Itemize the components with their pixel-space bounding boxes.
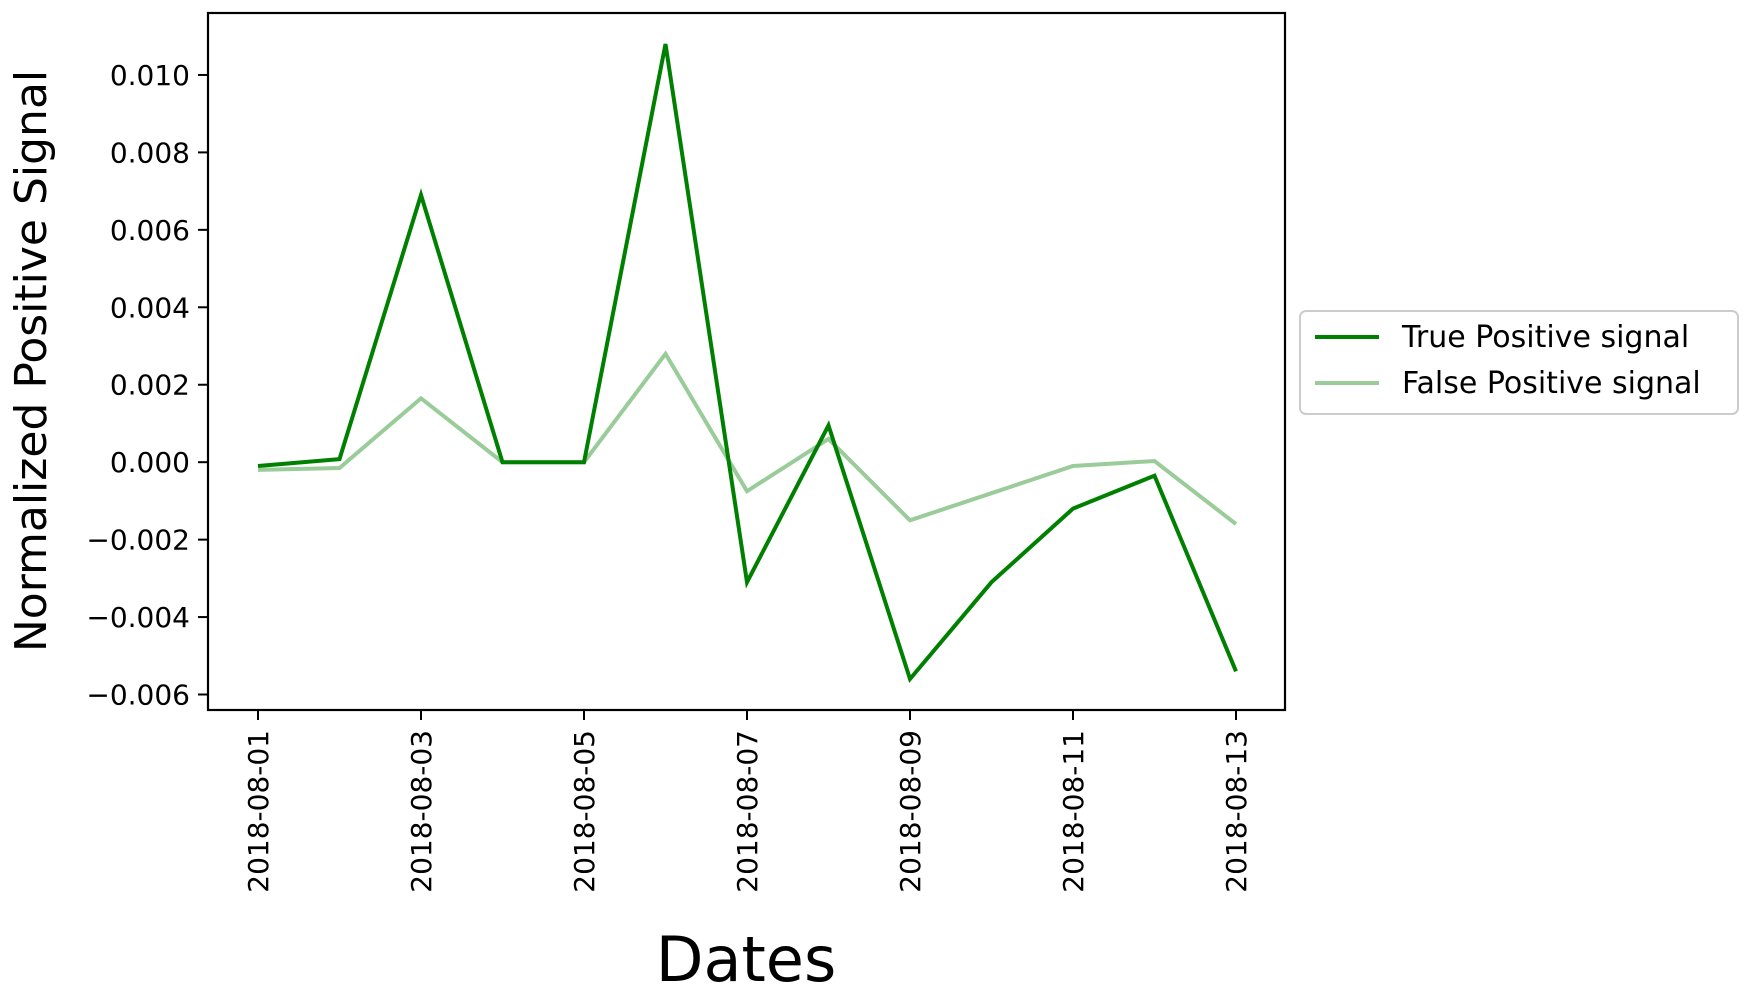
- legend: True Positive signal False Positive sign…: [1299, 310, 1739, 415]
- x-tick-label: 2018-08-13: [1220, 730, 1253, 893]
- y-tick-label: −0.004: [86, 601, 190, 634]
- y-tick-label: −0.006: [86, 679, 190, 712]
- series-layer: [257, 43, 1238, 684]
- x-tick-label: 2018-08-05: [568, 730, 601, 893]
- plot-frame: [206, 11, 1287, 712]
- series-line-false-positive: [257, 350, 1238, 526]
- y-tick-label: 0.002: [110, 369, 190, 402]
- y-tick-label: 0.000: [110, 446, 190, 479]
- y-axis-ticks: 0.010 0.008 0.006 0.004 0.002 0.000 −0.002 −0.0…: [86, 59, 208, 712]
- y-tick-label: 0.006: [110, 214, 190, 247]
- x-tick-label: 2018-08-01: [242, 730, 275, 893]
- legend-box: [1299, 310, 1739, 415]
- x-tick-label: 2018-08-09: [894, 730, 927, 893]
- x-axis-label: Dates: [656, 923, 837, 994]
- y-axis-label: Normalized Positive Signal: [6, 70, 57, 652]
- y-tick-label: −0.002: [86, 524, 190, 557]
- legend-label-true-positive: True Positive signal: [1401, 320, 1689, 355]
- y-tick-label: 0.004: [110, 291, 190, 324]
- x-tick-label: 2018-08-03: [405, 730, 438, 893]
- x-tick-label: 2018-08-11: [1057, 730, 1090, 893]
- y-tick-label: 0.008: [110, 136, 190, 169]
- x-axis-ticks: 2018-08-01 2018-08-03 2018-08-05 2018-08-07…: [242, 710, 1253, 893]
- legend-label-false-positive: False Positive signal: [1402, 366, 1701, 401]
- x-tick-label: 2018-08-07: [731, 730, 764, 893]
- y-tick-label: 0.010: [110, 59, 190, 92]
- series-line-true-positive: [257, 43, 1238, 684]
